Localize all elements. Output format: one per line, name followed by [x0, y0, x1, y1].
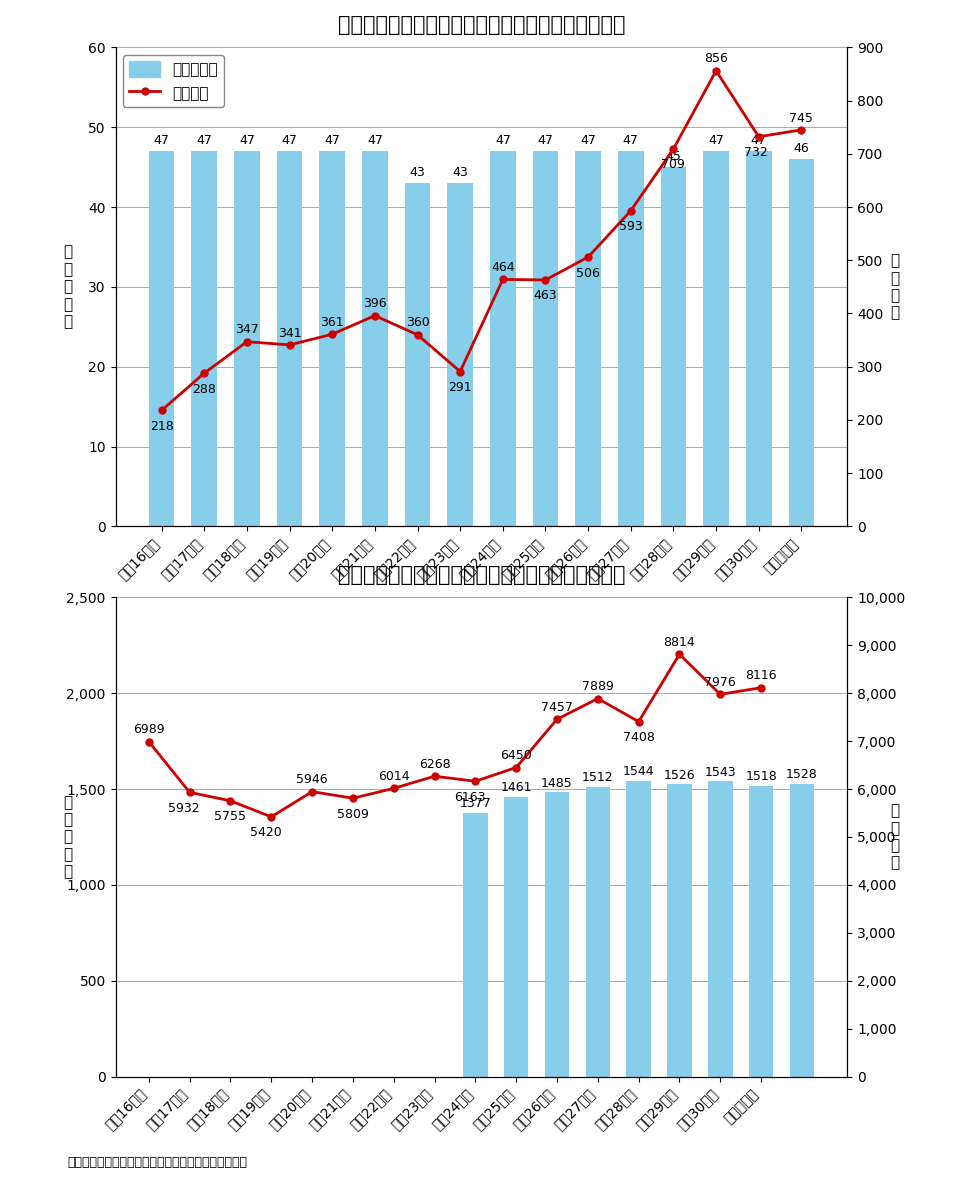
Bar: [448, 183, 473, 526]
Y-axis label: 訓
練
回
数: 訓 練 回 数: [891, 253, 899, 321]
Bar: [545, 791, 569, 1077]
Text: 347: 347: [235, 323, 259, 336]
Bar: [463, 813, 487, 1077]
Text: 506: 506: [576, 266, 600, 279]
Text: 6014: 6014: [377, 770, 409, 783]
Text: 291: 291: [449, 381, 472, 394]
Bar: [790, 783, 814, 1077]
Text: 1528: 1528: [786, 769, 818, 782]
Text: 1485: 1485: [541, 776, 573, 789]
Text: 1461: 1461: [501, 781, 532, 794]
Text: 47: 47: [239, 134, 255, 147]
Text: 45: 45: [665, 150, 682, 163]
Text: 47: 47: [537, 134, 554, 147]
Text: 1544: 1544: [623, 765, 655, 778]
Text: 6268: 6268: [419, 758, 451, 771]
Y-axis label: 実
施
団
体
数: 実 施 団 体 数: [64, 795, 72, 879]
Text: 1526: 1526: [664, 769, 695, 782]
Text: 593: 593: [619, 220, 642, 233]
Bar: [504, 796, 529, 1077]
Bar: [703, 151, 729, 526]
Bar: [618, 151, 643, 526]
Bar: [708, 781, 733, 1077]
Text: 47: 47: [623, 134, 638, 147]
Text: 47: 47: [580, 134, 596, 147]
Text: 47: 47: [367, 134, 383, 147]
Y-axis label: 実
施
団
体
数: 実 施 団 体 数: [64, 245, 72, 329]
Text: 1518: 1518: [745, 770, 777, 783]
Text: 47: 47: [196, 134, 212, 147]
Bar: [746, 151, 771, 526]
Bar: [149, 151, 174, 526]
Bar: [586, 787, 611, 1077]
Bar: [404, 183, 430, 526]
Text: 46: 46: [794, 142, 809, 155]
Text: 1377: 1377: [459, 797, 491, 810]
Text: 7889: 7889: [582, 680, 613, 693]
Text: 47: 47: [495, 134, 510, 147]
Text: 6450: 6450: [501, 749, 533, 762]
Bar: [667, 784, 691, 1077]
Text: 1512: 1512: [582, 771, 613, 784]
Text: 47: 47: [154, 134, 169, 147]
Title: 市区町村の防災訓練実施団体数及び訓練回数の推移: 市区町村の防災訓練実施団体数及び訓練回数の推移: [338, 564, 625, 584]
Text: 856: 856: [704, 52, 728, 65]
Text: 5946: 5946: [297, 774, 328, 787]
Text: 5932: 5932: [169, 802, 200, 815]
Text: 745: 745: [790, 111, 814, 124]
Bar: [626, 781, 651, 1077]
Bar: [192, 151, 217, 526]
Legend: 実施団体数, 訓練回数: 実施団体数, 訓練回数: [123, 54, 223, 106]
Text: 361: 361: [321, 316, 344, 329]
Text: 8116: 8116: [745, 670, 777, 683]
Text: 1543: 1543: [705, 765, 736, 778]
Text: 7976: 7976: [704, 675, 736, 689]
Text: 47: 47: [325, 134, 340, 147]
Text: 47: 47: [751, 134, 767, 147]
Text: 7457: 7457: [541, 700, 573, 713]
Text: 732: 732: [744, 147, 768, 160]
Text: 5755: 5755: [215, 810, 247, 823]
Bar: [276, 151, 302, 526]
Bar: [490, 151, 515, 526]
Bar: [320, 151, 345, 526]
Text: 43: 43: [409, 166, 426, 179]
Text: 出典：消防庁「地方防災行政の現況」より内閣府作成: 出典：消防庁「地方防災行政の現況」より内閣府作成: [67, 1156, 247, 1169]
Text: 288: 288: [193, 382, 217, 395]
Text: 360: 360: [405, 317, 429, 329]
Text: 7408: 7408: [623, 731, 655, 744]
Text: 464: 464: [491, 261, 514, 274]
Text: 8814: 8814: [664, 636, 695, 649]
Text: 6163: 6163: [455, 790, 485, 803]
Text: 5809: 5809: [337, 808, 369, 821]
Text: 43: 43: [453, 166, 468, 179]
Text: 47: 47: [708, 134, 724, 147]
Bar: [789, 159, 814, 526]
Text: 47: 47: [281, 134, 298, 147]
Bar: [575, 151, 601, 526]
Text: 5420: 5420: [249, 826, 281, 839]
Bar: [749, 786, 773, 1077]
Text: 709: 709: [662, 159, 686, 172]
Title: 都道府県の防災訓練実施団体数及び訓練回数の推移: 都道府県の防災訓練実施団体数及び訓練回数の推移: [338, 14, 625, 34]
Text: 463: 463: [534, 290, 558, 303]
Text: 218: 218: [150, 420, 173, 433]
Bar: [661, 167, 687, 526]
Bar: [533, 151, 559, 526]
Y-axis label: 訓
練
回
数: 訓 練 回 数: [891, 803, 899, 871]
Bar: [234, 151, 260, 526]
Text: 341: 341: [277, 327, 301, 340]
Text: 396: 396: [363, 297, 387, 310]
Bar: [362, 151, 388, 526]
Text: 6989: 6989: [133, 723, 165, 736]
